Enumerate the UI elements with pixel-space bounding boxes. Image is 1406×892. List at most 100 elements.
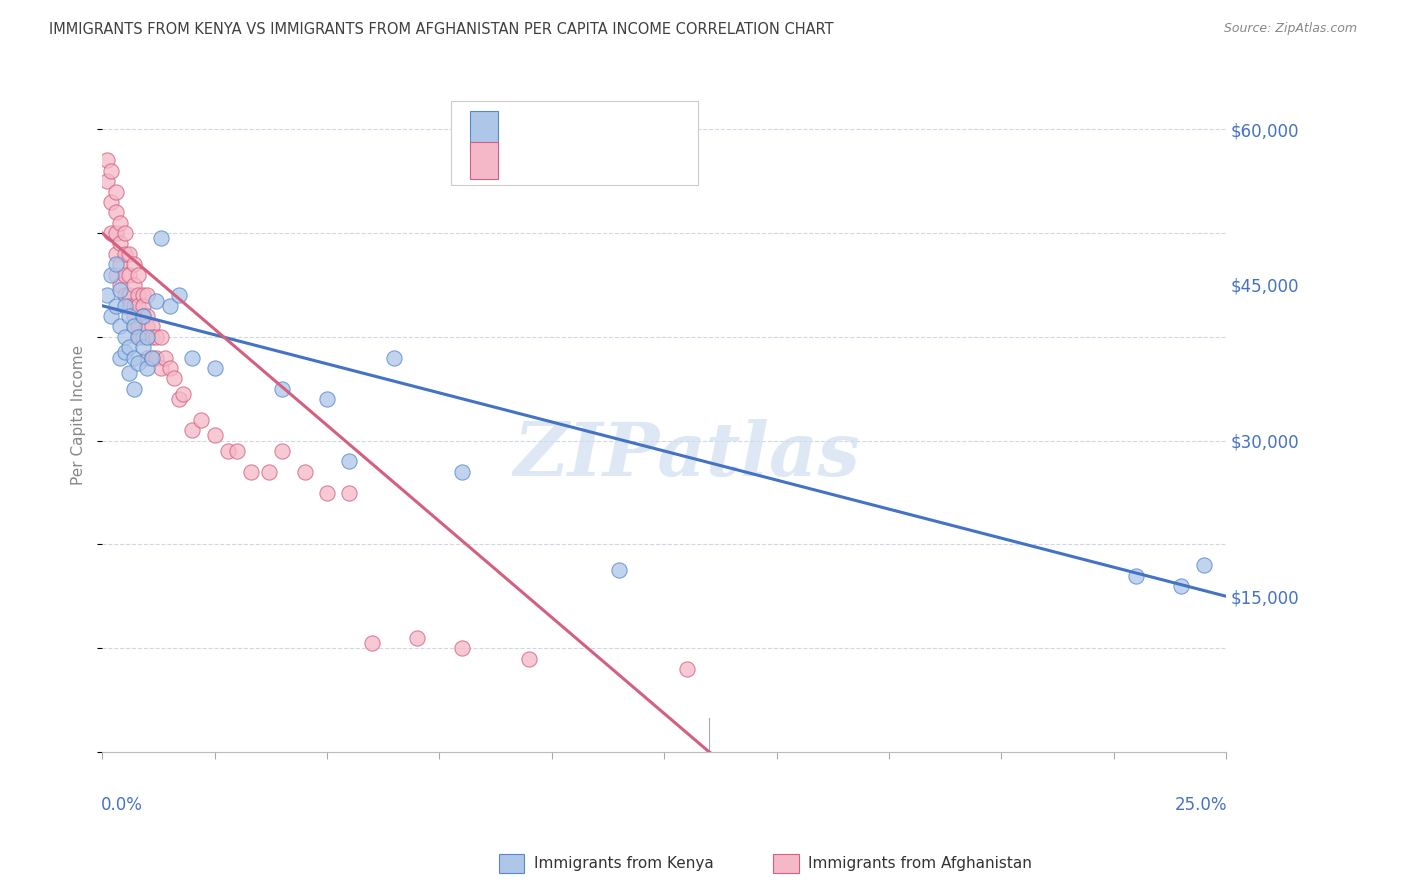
Point bbox=[104, 185, 127, 199]
Point bbox=[100, 226, 122, 240]
Point bbox=[141, 351, 163, 365]
Point bbox=[149, 361, 172, 376]
Text: 68: 68 bbox=[671, 153, 692, 168]
Point bbox=[127, 319, 149, 334]
Point bbox=[118, 299, 141, 313]
Text: R =: R = bbox=[512, 122, 544, 137]
Point bbox=[149, 231, 172, 245]
Point bbox=[167, 288, 190, 302]
Text: N =: N = bbox=[621, 122, 665, 137]
Point bbox=[316, 485, 339, 500]
Point bbox=[96, 153, 118, 168]
Text: Source: ZipAtlas.com: Source: ZipAtlas.com bbox=[1223, 22, 1357, 36]
Point bbox=[118, 309, 141, 323]
Point bbox=[131, 288, 153, 302]
Point bbox=[257, 465, 280, 479]
Point bbox=[114, 330, 136, 344]
Text: -0.585: -0.585 bbox=[554, 153, 609, 168]
Point bbox=[271, 444, 294, 458]
Text: Immigrants from Kenya: Immigrants from Kenya bbox=[534, 856, 714, 871]
Point bbox=[122, 319, 145, 334]
Text: Immigrants from Afghanistan: Immigrants from Afghanistan bbox=[808, 856, 1032, 871]
Text: -0.606: -0.606 bbox=[554, 122, 609, 137]
Text: 25.0%: 25.0% bbox=[1175, 796, 1227, 814]
Text: IMMIGRANTS FROM KENYA VS IMMIGRANTS FROM AFGHANISTAN PER CAPITA INCOME CORRELATI: IMMIGRANTS FROM KENYA VS IMMIGRANTS FROM… bbox=[49, 22, 834, 37]
Point bbox=[108, 319, 131, 334]
Point bbox=[108, 277, 131, 292]
Point bbox=[118, 366, 141, 380]
Point bbox=[136, 319, 159, 334]
Point bbox=[217, 444, 239, 458]
Point bbox=[450, 641, 472, 656]
Point bbox=[108, 216, 131, 230]
Point bbox=[104, 257, 127, 271]
Text: 39: 39 bbox=[671, 122, 692, 137]
Point bbox=[96, 174, 118, 188]
Text: N =: N = bbox=[621, 153, 665, 168]
Point bbox=[226, 444, 249, 458]
Point bbox=[108, 257, 131, 271]
Point bbox=[136, 288, 159, 302]
Point bbox=[108, 236, 131, 251]
Point bbox=[136, 351, 159, 365]
Point bbox=[607, 563, 630, 577]
Point bbox=[141, 330, 163, 344]
FancyBboxPatch shape bbox=[470, 112, 498, 149]
Point bbox=[361, 636, 384, 650]
Point bbox=[239, 465, 262, 479]
Point bbox=[149, 330, 172, 344]
Point bbox=[204, 361, 226, 376]
Point bbox=[122, 299, 145, 313]
Point bbox=[100, 194, 122, 209]
Point bbox=[127, 268, 149, 282]
Point bbox=[114, 345, 136, 359]
Point bbox=[136, 330, 159, 344]
Point bbox=[131, 330, 153, 344]
Point bbox=[294, 465, 316, 479]
Point bbox=[104, 268, 127, 282]
Point bbox=[127, 356, 149, 370]
Point bbox=[145, 330, 167, 344]
Point bbox=[131, 309, 153, 323]
Text: 0.0%: 0.0% bbox=[101, 796, 143, 814]
Point bbox=[118, 288, 141, 302]
Point bbox=[122, 382, 145, 396]
Point bbox=[1192, 558, 1215, 573]
Point bbox=[131, 309, 153, 323]
Point bbox=[122, 319, 145, 334]
Point bbox=[96, 288, 118, 302]
Point bbox=[1125, 568, 1147, 582]
Point bbox=[104, 299, 127, 313]
Point bbox=[172, 387, 194, 401]
Point bbox=[104, 226, 127, 240]
Point bbox=[145, 351, 167, 365]
Point bbox=[127, 330, 149, 344]
Point bbox=[153, 351, 176, 365]
Point bbox=[114, 268, 136, 282]
FancyBboxPatch shape bbox=[470, 142, 498, 178]
Point bbox=[675, 662, 697, 676]
Point bbox=[181, 351, 204, 365]
Point bbox=[127, 330, 149, 344]
Point bbox=[141, 351, 163, 365]
Point bbox=[145, 293, 167, 308]
Point bbox=[131, 299, 153, 313]
Point bbox=[190, 413, 212, 427]
Text: R =: R = bbox=[512, 153, 544, 168]
Point bbox=[118, 268, 141, 282]
Point bbox=[163, 371, 186, 385]
Point bbox=[122, 277, 145, 292]
Point bbox=[159, 361, 181, 376]
Point bbox=[167, 392, 190, 406]
Point bbox=[114, 299, 136, 313]
Point bbox=[122, 351, 145, 365]
Point bbox=[517, 651, 540, 665]
Point bbox=[100, 309, 122, 323]
FancyBboxPatch shape bbox=[451, 101, 697, 186]
Point bbox=[159, 299, 181, 313]
Point bbox=[108, 283, 131, 297]
Point bbox=[122, 257, 145, 271]
Y-axis label: Per Capita Income: Per Capita Income bbox=[72, 344, 86, 484]
Point bbox=[104, 247, 127, 261]
Point bbox=[204, 428, 226, 442]
